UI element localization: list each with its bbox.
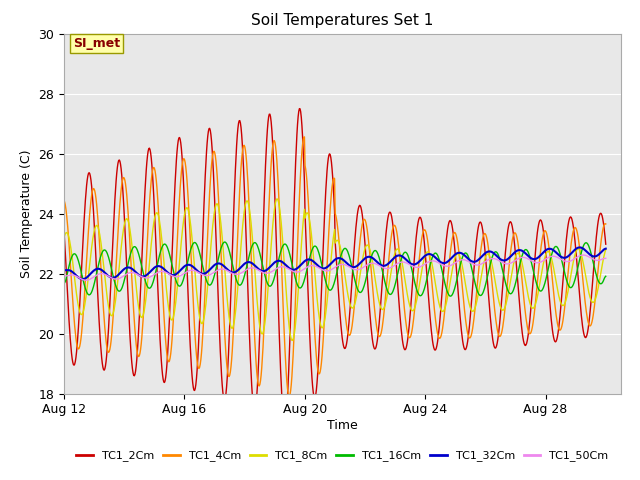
TC1_4Cm	[301, 134, 308, 140]
Y-axis label: Soil Temperature (C): Soil Temperature (C)	[20, 149, 33, 278]
TC1_50Cm	[188, 267, 196, 273]
TC1_16Cm	[287, 255, 294, 261]
Line: TC1_50Cm: TC1_50Cm	[64, 255, 605, 280]
TC1_8Cm	[369, 258, 376, 264]
TC1_16Cm	[60, 280, 68, 286]
TC1_2Cm	[257, 290, 265, 296]
TC1_4Cm	[60, 197, 68, 203]
TC1_50Cm	[79, 277, 87, 283]
TC1_16Cm	[499, 268, 507, 274]
TC1_16Cm	[79, 278, 87, 284]
TC1_2Cm	[79, 229, 87, 235]
TC1_2Cm	[499, 282, 507, 288]
Text: SI_met: SI_met	[73, 37, 120, 50]
TC1_4Cm	[257, 372, 265, 378]
TC1_2Cm	[60, 228, 68, 233]
TC1_16Cm	[188, 244, 195, 250]
TC1_32Cm	[602, 246, 609, 252]
TC1_32Cm	[287, 266, 294, 272]
TC1_32Cm	[188, 263, 196, 269]
TC1_2Cm	[369, 336, 376, 341]
X-axis label: Time: Time	[327, 419, 358, 432]
TC1_32Cm	[79, 276, 86, 282]
TC1_2Cm	[281, 420, 289, 426]
TC1_2Cm	[296, 106, 303, 111]
TC1_50Cm	[499, 260, 506, 265]
TC1_8Cm	[289, 337, 296, 343]
TC1_8Cm	[188, 229, 195, 235]
TC1_32Cm	[499, 257, 506, 263]
TC1_32Cm	[368, 254, 376, 260]
TC1_4Cm	[285, 394, 293, 399]
Line: TC1_2Cm: TC1_2Cm	[64, 108, 605, 423]
TC1_16Cm	[221, 239, 228, 245]
TC1_32Cm	[60, 267, 68, 273]
TC1_32Cm	[80, 276, 88, 282]
TC1_8Cm	[602, 247, 609, 252]
TC1_50Cm	[579, 252, 587, 258]
TC1_4Cm	[287, 388, 294, 394]
TC1_16Cm	[368, 253, 376, 259]
TC1_50Cm	[287, 267, 294, 273]
TC1_8Cm	[287, 334, 294, 339]
TC1_50Cm	[60, 273, 68, 279]
Title: Soil Temperatures Set 1: Soil Temperatures Set 1	[252, 13, 433, 28]
TC1_8Cm	[60, 235, 68, 241]
TC1_4Cm	[369, 280, 376, 286]
TC1_4Cm	[188, 262, 195, 267]
TC1_2Cm	[188, 364, 195, 370]
TC1_16Cm	[258, 259, 266, 264]
TC1_50Cm	[258, 269, 266, 275]
Line: TC1_32Cm: TC1_32Cm	[64, 247, 605, 279]
TC1_50Cm	[602, 255, 609, 261]
Line: TC1_16Cm: TC1_16Cm	[64, 242, 605, 296]
TC1_16Cm	[447, 293, 454, 299]
Legend: TC1_2Cm, TC1_4Cm, TC1_8Cm, TC1_16Cm, TC1_32Cm, TC1_50Cm: TC1_2Cm, TC1_4Cm, TC1_8Cm, TC1_16Cm, TC1…	[72, 446, 613, 466]
TC1_50Cm	[82, 277, 90, 283]
TC1_8Cm	[79, 308, 87, 314]
TC1_32Cm	[575, 244, 583, 250]
Line: TC1_8Cm: TC1_8Cm	[64, 199, 605, 340]
TC1_50Cm	[368, 260, 376, 266]
TC1_32Cm	[258, 268, 266, 274]
TC1_2Cm	[287, 314, 294, 320]
TC1_8Cm	[273, 196, 281, 202]
TC1_8Cm	[499, 307, 507, 313]
TC1_8Cm	[257, 330, 265, 336]
TC1_4Cm	[79, 307, 87, 313]
TC1_2Cm	[602, 241, 609, 247]
TC1_4Cm	[499, 324, 507, 329]
TC1_16Cm	[602, 274, 609, 279]
Line: TC1_4Cm: TC1_4Cm	[64, 137, 605, 396]
TC1_4Cm	[602, 221, 609, 227]
